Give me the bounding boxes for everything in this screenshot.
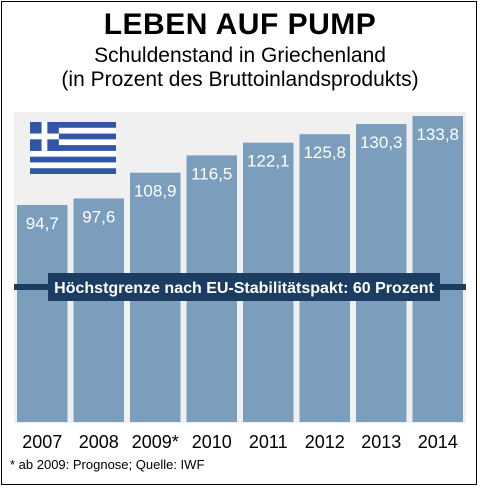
x-tick-2011: 2011 [249, 432, 288, 452]
x-tick-2007: 2007 [22, 432, 62, 452]
x-tick-2012: 2012 [305, 432, 345, 452]
footnote: * ab 2009: Prognose; Quelle: IWF [10, 457, 205, 472]
flag-stripe [30, 133, 116, 140]
flag-cross-vertical [41, 122, 48, 151]
flag-stripe [30, 156, 116, 163]
flag-stripe [30, 145, 116, 151]
value-label-2014: 133,8 [416, 125, 459, 144]
value-label-2008: 97,6 [82, 207, 115, 226]
bar-2013 [356, 123, 407, 423]
x-tick-2014: 2014 [418, 432, 458, 452]
chart-subtitle-line1: Schuldenstand in Griechenland [94, 44, 386, 67]
value-label-2007: 94,7 [26, 214, 59, 233]
chart-title: LEBEN AUF PUMP [103, 8, 377, 41]
value-label-2012: 125,8 [303, 143, 346, 162]
x-tick-2008: 2008 [79, 432, 119, 452]
bar-2008 [73, 198, 124, 422]
chart-subtitle-line2: (in Prozent des Bruttoinlandsprodukts) [61, 68, 419, 91]
bar-2007 [17, 205, 68, 422]
reference-label-box [48, 273, 440, 301]
value-label-2009*: 108,9 [134, 182, 177, 201]
x-tick-2010: 2010 [192, 432, 232, 452]
value-label-2010: 116,5 [191, 164, 232, 183]
flag-stripe [30, 122, 116, 128]
value-label-2013: 130,3 [360, 133, 403, 152]
flag-stripe [30, 168, 116, 174]
value-label-2011: 122,1 [247, 152, 290, 171]
bar-2014 [412, 116, 463, 422]
reference-label: Höchstgrenze nach EU-Stabilitätspakt: 60… [54, 280, 434, 297]
x-tick-2009*: 2009* [132, 432, 179, 452]
x-tick-2013: 2013 [361, 432, 401, 452]
